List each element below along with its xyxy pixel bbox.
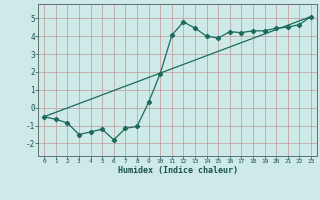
X-axis label: Humidex (Indice chaleur): Humidex (Indice chaleur) — [118, 166, 238, 175]
